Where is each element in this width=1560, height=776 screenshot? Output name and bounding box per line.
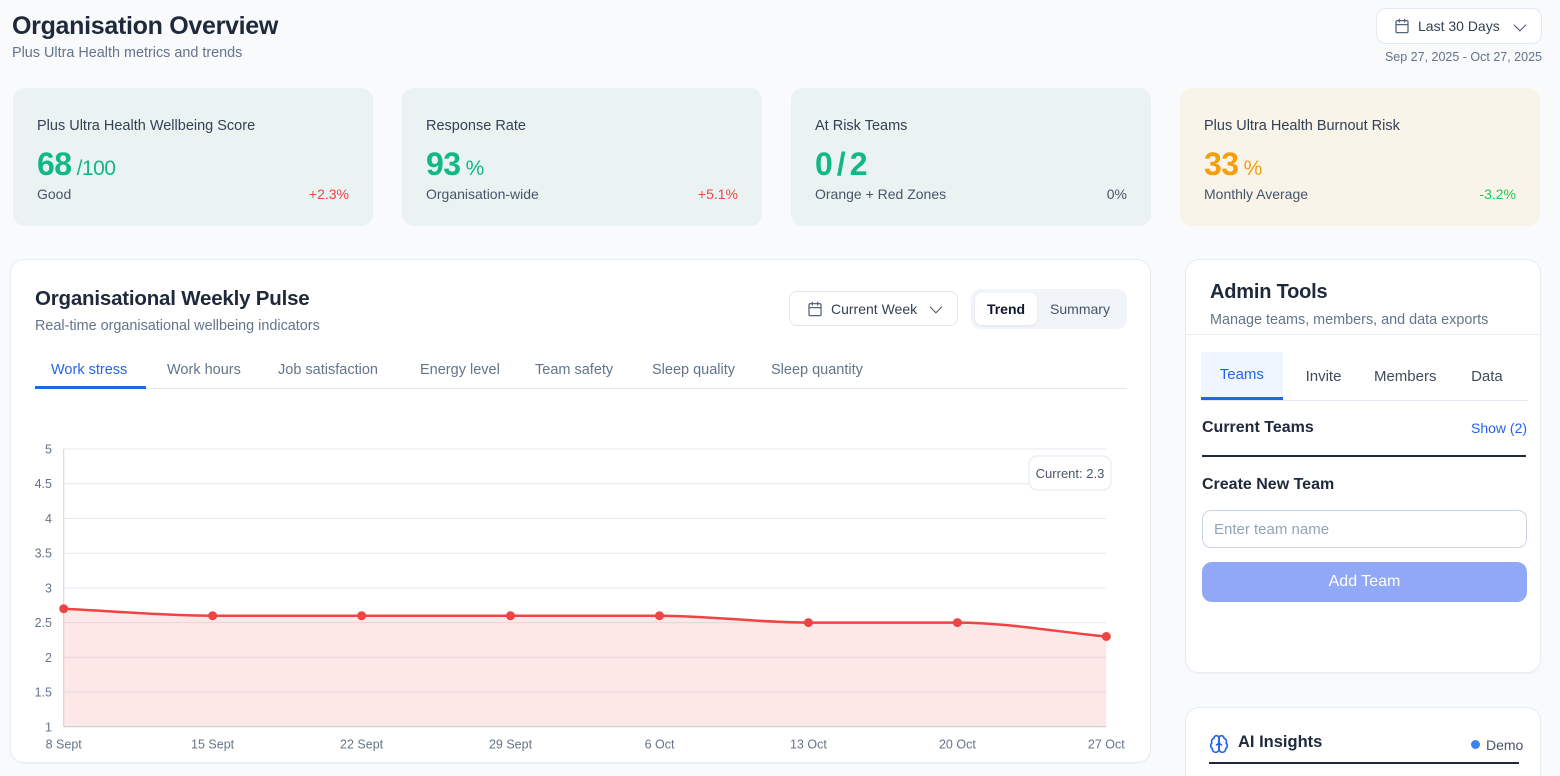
svg-text:27 Oct: 27 Oct <box>1088 738 1125 752</box>
svg-text:20 Oct: 20 Oct <box>939 738 976 752</box>
svg-text:3.5: 3.5 <box>35 547 52 561</box>
svg-text:6 Oct: 6 Oct <box>645 738 675 752</box>
svg-text:1: 1 <box>45 720 52 734</box>
svg-text:29 Sept: 29 Sept <box>489 738 533 752</box>
svg-text:Current: 2.3: Current: 2.3 <box>1036 466 1105 481</box>
svg-text:3: 3 <box>45 581 52 595</box>
svg-text:4.5: 4.5 <box>35 477 52 491</box>
svg-text:22 Sept: 22 Sept <box>340 738 384 752</box>
svg-text:5: 5 <box>45 443 52 457</box>
svg-text:1.5: 1.5 <box>35 686 52 700</box>
svg-text:2.5: 2.5 <box>35 616 52 630</box>
svg-text:8 Sept: 8 Sept <box>46 738 83 752</box>
svg-text:2: 2 <box>45 651 52 665</box>
svg-text:15 Sept: 15 Sept <box>191 738 235 752</box>
svg-text:13 Oct: 13 Oct <box>790 738 827 752</box>
svg-text:4: 4 <box>45 512 52 526</box>
